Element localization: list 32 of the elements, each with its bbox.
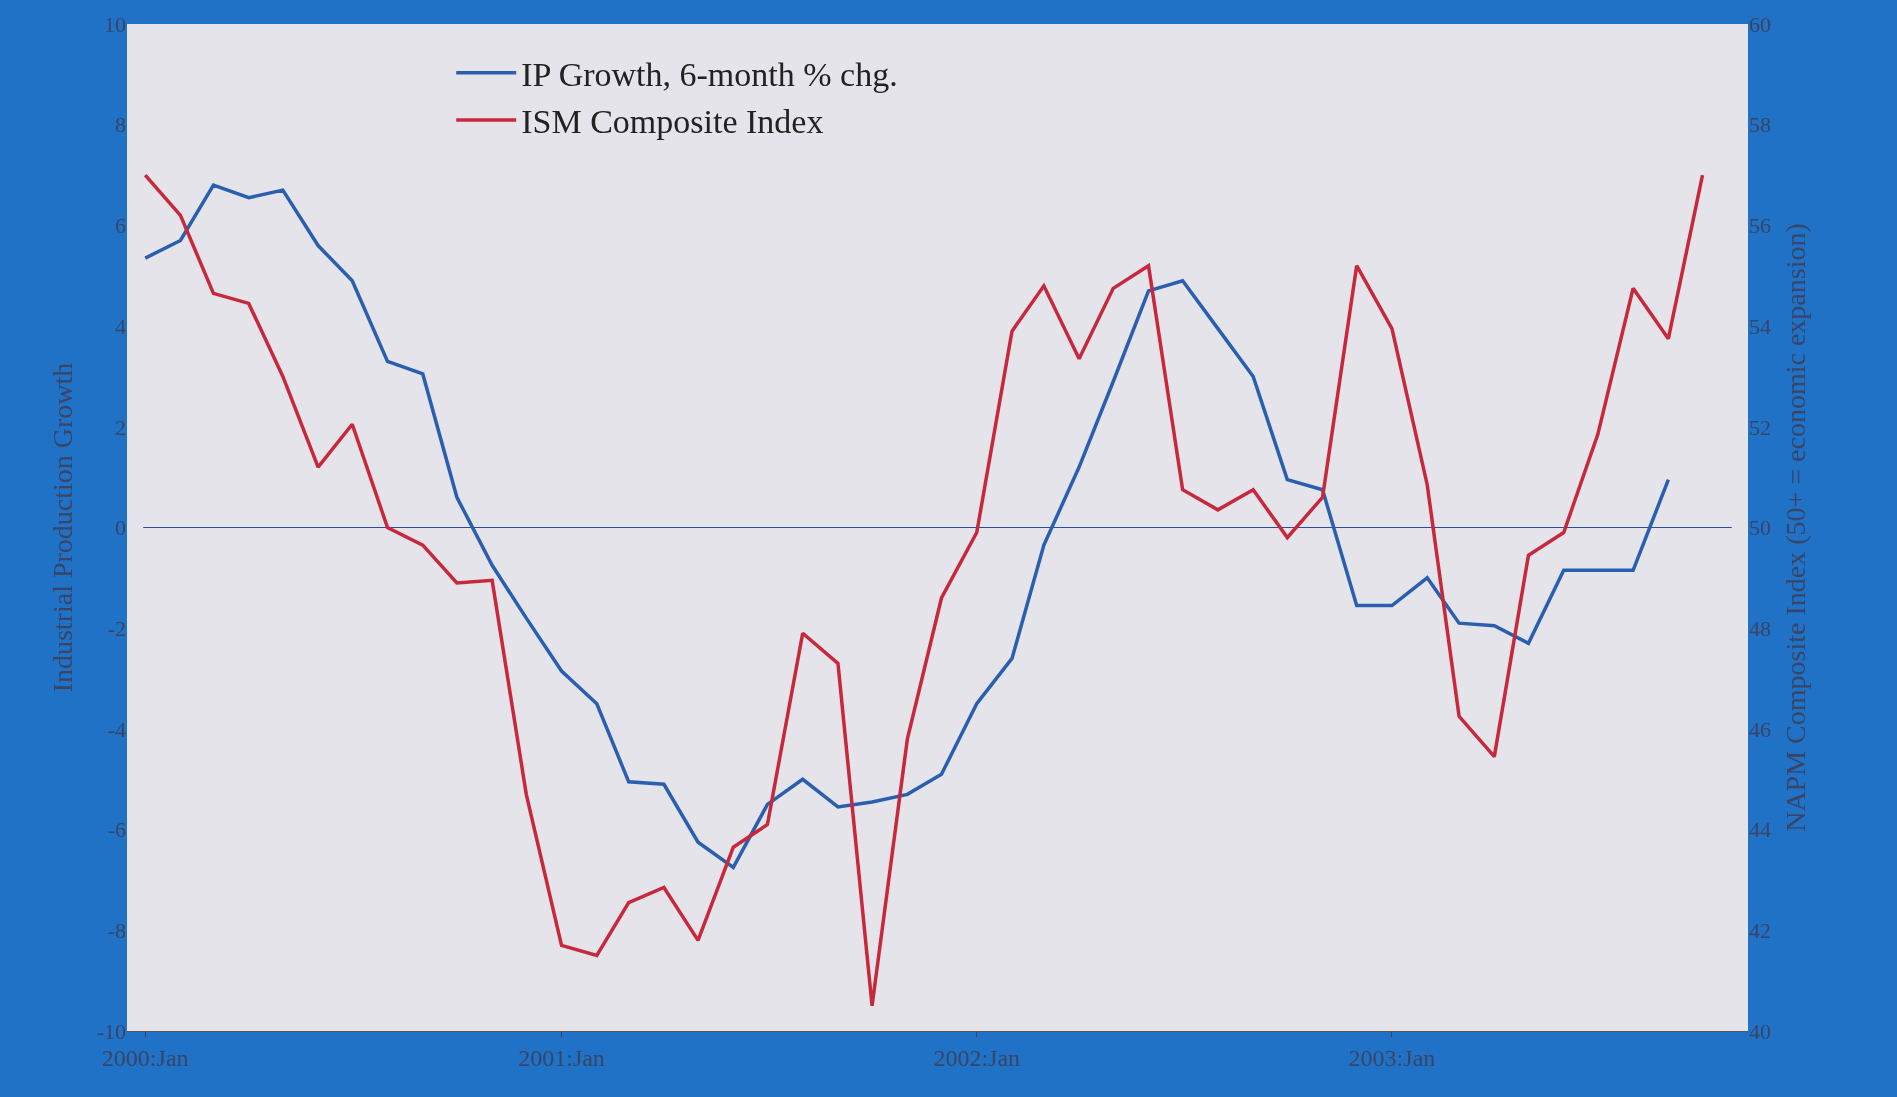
y2-tick-label: 46 <box>1749 716 1771 742</box>
y-tick-label: 2 <box>115 414 126 440</box>
y2-tick-label: 40 <box>1749 1018 1771 1044</box>
y-tick-label: -2 <box>107 615 126 641</box>
line-series <box>143 173 1705 1008</box>
y2-tick-label: 54 <box>1749 313 1771 339</box>
y-tick-label: -10 <box>96 1018 126 1044</box>
y2-tick-label: 50 <box>1749 515 1771 541</box>
y2-tick-label: 56 <box>1749 213 1771 239</box>
y2-tick-label: 58 <box>1749 112 1771 138</box>
line-series <box>143 183 1671 870</box>
y2-tick-label: 60 <box>1749 11 1771 37</box>
y2-tick-label: 52 <box>1749 414 1771 440</box>
x-tick-label: 2003:Jan <box>1348 1044 1436 1071</box>
y-axis-title: Industrial Production Growth <box>47 362 79 693</box>
y-tick-label: -6 <box>107 817 126 843</box>
y-tick-label: 8 <box>115 112 126 138</box>
y-tick-label: -8 <box>107 918 126 943</box>
y-tick-label: 4 <box>115 313 126 339</box>
y-tick-label: -4 <box>107 716 126 742</box>
y-tick-label: 10 <box>104 11 126 37</box>
x-tick-label: 2001:Jan <box>518 1044 605 1071</box>
y-tick-label: 6 <box>115 213 126 239</box>
y-tick-label: 0 <box>115 515 126 541</box>
legend-label: ISM Composite Index <box>521 103 824 141</box>
y2-axis-title: NAPM Composite Index (50+ = economic expansion) <box>1780 223 1812 832</box>
y2-tick-label: 48 <box>1749 615 1771 641</box>
legend-label: IP Growth, 6-month % chg. <box>521 56 898 93</box>
x-tick-label: 2002:Jan <box>933 1044 1021 1071</box>
x-tick-label: 2000:Jan <box>101 1044 189 1071</box>
y2-tick-label: 44 <box>1749 817 1771 843</box>
y2-tick-label: 42 <box>1749 918 1771 943</box>
